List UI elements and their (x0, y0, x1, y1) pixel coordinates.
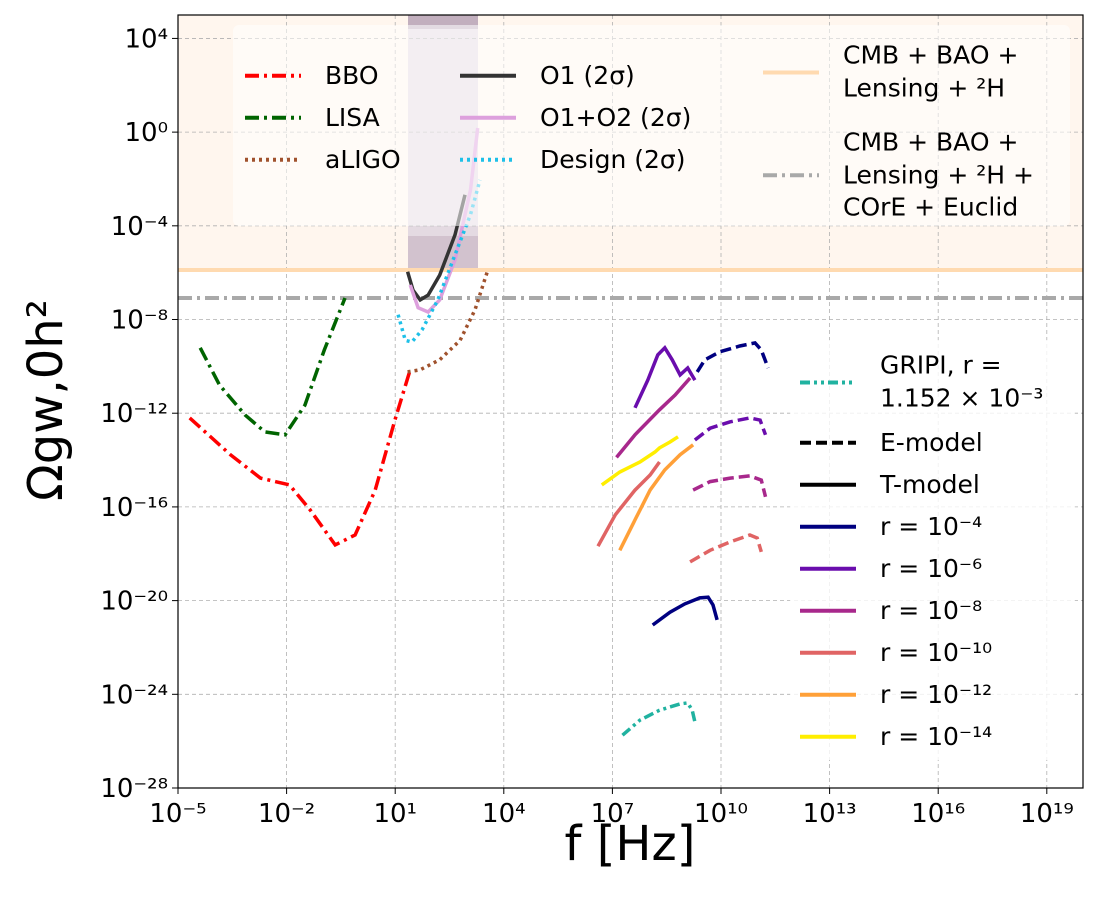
legend-swatch (460, 158, 516, 162)
y-tick-label: 10⁻²⁸ (100, 774, 168, 804)
x-tick-label: 10¹⁶ (911, 799, 965, 829)
legend-entry: r = 10⁻¹⁴ (800, 721, 992, 754)
legend-swatch (763, 173, 819, 177)
x-tick-label: 10⁻⁵ (149, 799, 206, 829)
sensitivity-curve (407, 271, 489, 374)
legend-swatch (800, 735, 856, 739)
legend-entry: Design (2σ) (460, 144, 686, 177)
legend-entry: O1 (2σ) (460, 60, 635, 93)
legend-swatch (245, 158, 301, 162)
model-curve (615, 376, 692, 459)
legend-swatch (245, 116, 301, 120)
y-tick-label: 10⁴ (124, 24, 168, 54)
x-tick-label: 10¹⁰ (694, 799, 748, 829)
legend-swatch (245, 74, 301, 78)
legend-label: GRIPI, r = 1.152 × 10⁻³ (880, 350, 1044, 413)
legend-entry: aLIGO (245, 144, 401, 177)
legend-label: E-model (880, 427, 983, 457)
x-tick-label: 10⁻² (258, 799, 315, 829)
x-tick-label: 10⁴ (482, 799, 526, 829)
legend-entry: r = 10⁻¹⁰ (800, 637, 992, 670)
x-axis-label: f [Hz] (565, 816, 696, 872)
legend-entry: BBO (245, 60, 379, 93)
legend-label: O1+O2 (2σ) (540, 102, 692, 132)
legend-swatch (800, 525, 856, 529)
model-curve (633, 344, 697, 409)
legend-entry: r = 10⁻⁸ (800, 595, 982, 628)
model-curve (689, 533, 763, 564)
sensitivity-curve (198, 297, 347, 437)
legend-label: aLIGO (325, 144, 401, 174)
y-tick-label: 10⁻¹⁶ (100, 493, 168, 523)
model-curve (693, 416, 768, 442)
legend-label: BBO (325, 60, 379, 90)
x-tick-label: 10¹³ (803, 799, 857, 829)
legend-swatch (800, 483, 856, 487)
model-curve (596, 460, 661, 548)
legend-entry: r = 10⁻¹² (800, 679, 992, 712)
y-tick-label: 10⁻²⁰ (100, 587, 168, 617)
legend-swatch (460, 74, 516, 78)
legend-label: r = 10⁻⁸ (880, 595, 983, 625)
legend-label: Design (2σ) (540, 144, 686, 174)
legend-label: r = 10⁻¹² (880, 679, 993, 709)
legend-label: CMB + BAO + Lensing + ²H (843, 40, 1019, 103)
legend-swatch (800, 693, 856, 697)
legend-label: O1 (2σ) (540, 60, 635, 90)
legend-entry: T-model (800, 469, 980, 502)
model-curve (600, 435, 679, 487)
y-tick-label: 10⁻⁴ (111, 212, 168, 242)
model-curve (618, 443, 695, 552)
legend-entry: O1+O2 (2σ) (460, 102, 691, 135)
legend-label: r = 10⁻¹⁴ (880, 721, 993, 751)
sensitivity-curve (188, 369, 412, 548)
legend-entry: CMB + BAO + Lensing + ²H + COrE + Euclid (763, 126, 1073, 224)
model-curve (692, 474, 768, 498)
plot-frame (177, 14, 1084, 789)
legend-swatch (800, 441, 856, 445)
y-axis-label: Ωgw,0h² (18, 299, 74, 501)
legend-entry: CMB + BAO + Lensing + ²H (763, 40, 1073, 105)
legend-entry: E-model (800, 427, 983, 460)
legend-label: r = 10⁻¹⁰ (880, 637, 993, 667)
legend-swatch (460, 116, 516, 120)
y-tick-label: 10⁻²⁴ (100, 680, 168, 710)
x-tick-label: 10¹ (373, 799, 417, 829)
x-tick-label: 10¹⁹ (1020, 799, 1074, 829)
y-tick-label: 10⁻¹² (100, 399, 168, 429)
legend-entry: LISA (245, 102, 380, 135)
gripi-curve (621, 701, 697, 737)
legend-entry: r = 10⁻⁴ (800, 511, 982, 544)
legend-entry: r = 10⁻⁶ (800, 553, 982, 586)
legend-box (790, 340, 1075, 760)
legend-label: r = 10⁻⁴ (880, 511, 983, 541)
legend-label: CMB + BAO + Lensing + ²H + COrE + Euclid (843, 127, 1034, 222)
legend-swatch (800, 380, 856, 384)
legend-box (233, 25, 1070, 226)
legend-entry: GRIPI, r = 1.152 × 10⁻³ (800, 350, 1070, 415)
y-tick-label: 10⁻⁸ (111, 306, 168, 336)
legend-swatch (763, 70, 819, 74)
legend-swatch (800, 567, 856, 571)
legend-swatch (800, 651, 856, 655)
legend-label: LISA (325, 102, 380, 132)
legend-label: r = 10⁻⁶ (880, 553, 983, 583)
legend-label: T-model (880, 469, 980, 499)
model-curve (651, 595, 719, 627)
y-tick-label: 10⁰ (124, 118, 168, 148)
legend-swatch (800, 609, 856, 613)
model-curve (695, 340, 770, 373)
x-tick-label: 10⁷ (591, 799, 635, 829)
